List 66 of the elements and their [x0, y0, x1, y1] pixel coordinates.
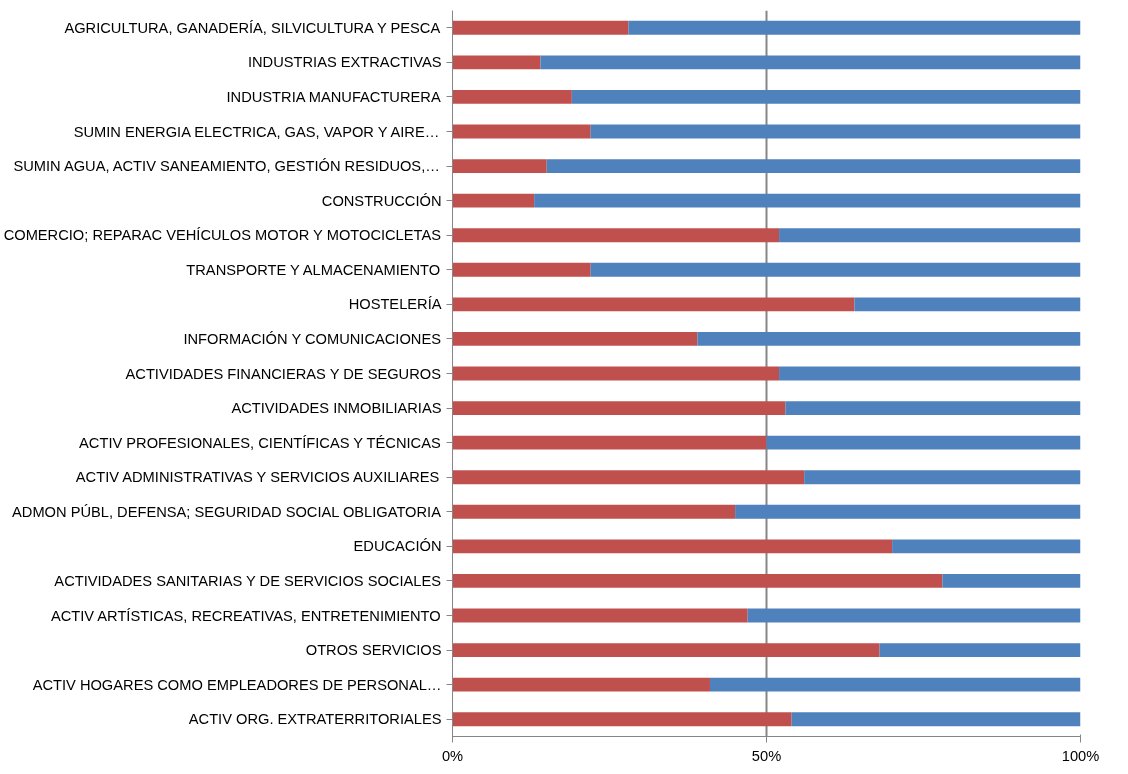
- y-tick-label: ACTIV ARTÍSTICAS, RECREATIVAS, ENTRETENIMIENTO: [50, 607, 441, 624]
- bar: [747, 608, 1081, 623]
- bar: [452, 262, 591, 277]
- bar: [779, 366, 1081, 381]
- y-tick-label: INDUSTRIAS EXTRACTIVAS: [247, 54, 442, 71]
- x-tick-label: 50%: [751, 747, 782, 764]
- bar: [854, 297, 1081, 312]
- bar: [452, 712, 792, 727]
- y-tick-label: COMERCIO; REPARAC VEHÍCULOS MOTOR Y MOTOCICLETAS: [3, 227, 442, 244]
- y-tick-label: ACTIVIDADES SANITARIAS Y DE SERVICIOS SOCIALES: [54, 572, 442, 589]
- y-tick-label: ACTIVIDADES INMOBILIARIAS: [231, 400, 442, 417]
- bar: [452, 55, 541, 70]
- bar: [534, 193, 1081, 208]
- bar: [892, 539, 1081, 554]
- y-tick-label: INFORMACIÓN Y COMUNICACIONES: [183, 330, 442, 347]
- bar: [546, 159, 1081, 173]
- bar: [452, 504, 736, 519]
- bar: [590, 124, 1081, 139]
- bar: [791, 712, 1081, 727]
- y-tick-label: INDUSTRIA MANUFACTURERA: [226, 88, 441, 105]
- bar: [452, 470, 805, 485]
- bar: [785, 401, 1081, 415]
- bar: [766, 435, 1081, 450]
- bar: [697, 332, 1081, 346]
- y-tick-label: AGRICULTURA, GANADERÍA, SILVICULTURA Y PESCA: [64, 19, 441, 36]
- bar: [452, 332, 698, 346]
- bar: [452, 574, 943, 588]
- y-tick-label: ACTIV ADMINISTRATIVAS Y SERVICIOS AUXILIARES: [75, 469, 440, 486]
- bar: [452, 159, 547, 173]
- bar: [452, 124, 591, 139]
- y-tick-label: SUMIN ENERGIA ELECTRICA, GAS, VAPOR Y AIRE…: [73, 123, 440, 140]
- bar: [452, 193, 535, 208]
- bar: [571, 90, 1081, 104]
- bar: [540, 55, 1081, 70]
- y-tick-label: ACTIV PROFESIONALES, CIENTÍFICAS Y TÉCNICAS: [79, 434, 441, 451]
- y-tick-label: SUMIN AGUA, ACTIV SANEAMIENTO, GESTIÓN RESIDUOS,…: [13, 158, 440, 175]
- y-tick-label: ACTIV ORG. EXTRATERRITORIALES: [188, 711, 442, 728]
- bar: [942, 574, 1081, 588]
- y-tick-label: OTROS SERVICIOS: [305, 642, 442, 659]
- bar: [452, 435, 767, 450]
- y-tick-label: ADMON PÚBL, DEFENSA; SEGURIDAD SOCIAL OBLIGATORIA: [12, 503, 442, 520]
- bar: [452, 228, 780, 243]
- bar: [452, 677, 710, 692]
- bar: [735, 504, 1081, 519]
- bar: [452, 608, 748, 623]
- bar: [452, 539, 893, 554]
- bar: [709, 677, 1081, 692]
- bar: [452, 643, 880, 657]
- bar: [452, 90, 572, 104]
- bar: [452, 20, 629, 35]
- x-tick-label: 0%: [441, 747, 464, 764]
- y-tick-label: CONSTRUCCIÓN: [321, 192, 442, 209]
- y-tick-label: TRANSPORTE Y ALMACENAMIENTO: [186, 261, 441, 278]
- bar: [590, 262, 1081, 277]
- y-tick-label: ACTIVIDADES FINANCIERAS Y DE SEGUROS: [125, 365, 442, 382]
- bar: [628, 20, 1081, 35]
- y-tick-label: HOSTELERÍA: [348, 296, 442, 313]
- bar: [452, 297, 855, 312]
- bar: [779, 228, 1081, 243]
- x-tick-label: 100%: [1061, 747, 1100, 764]
- y-tick-label: ACTIV HOGARES COMO EMPLEADORES DE PERSONAL…: [32, 676, 442, 693]
- y-tick-label: EDUCACIÓN: [353, 538, 442, 555]
- bar: [452, 366, 780, 381]
- bar: [804, 470, 1081, 485]
- bar: [879, 643, 1081, 657]
- bar: [452, 401, 786, 415]
